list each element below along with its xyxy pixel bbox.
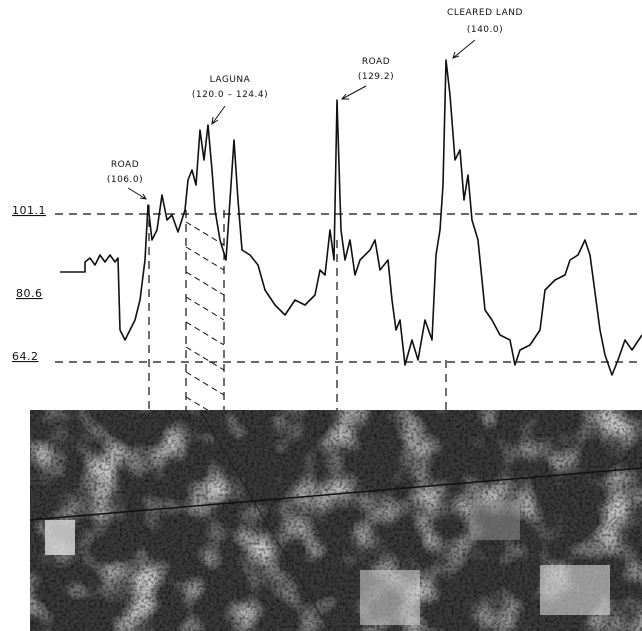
annotation-label: LAGUNA bbox=[210, 75, 251, 85]
annotation-value: (120.0 – 124.4) bbox=[192, 90, 268, 100]
level-label: 80.6 bbox=[16, 287, 43, 300]
annotation: LAGUNA (120.0 – 124.4) bbox=[192, 75, 268, 124]
annotation-value: (129.2) bbox=[358, 72, 394, 82]
radar-image bbox=[30, 410, 642, 631]
profile-trace bbox=[60, 60, 642, 375]
annotation: CLEARED LAND (140.0) bbox=[447, 8, 523, 58]
annotation: ROAD (106.0) bbox=[107, 160, 146, 199]
annotation-label: CLEARED LAND bbox=[447, 8, 523, 18]
figure: 101.1 80.6 64.2 ROAD (106.0) LAGUNA (120… bbox=[0, 0, 642, 631]
annotation-value: (106.0) bbox=[107, 175, 143, 185]
annotation: ROAD (129.2) bbox=[342, 57, 394, 99]
annotation-value: (140.0) bbox=[467, 25, 503, 35]
annotation-label: ROAD bbox=[111, 160, 139, 170]
level-label: 64.2 bbox=[12, 350, 39, 363]
annotation-label: ROAD bbox=[362, 57, 390, 67]
level-label: 101.1 bbox=[12, 204, 46, 217]
